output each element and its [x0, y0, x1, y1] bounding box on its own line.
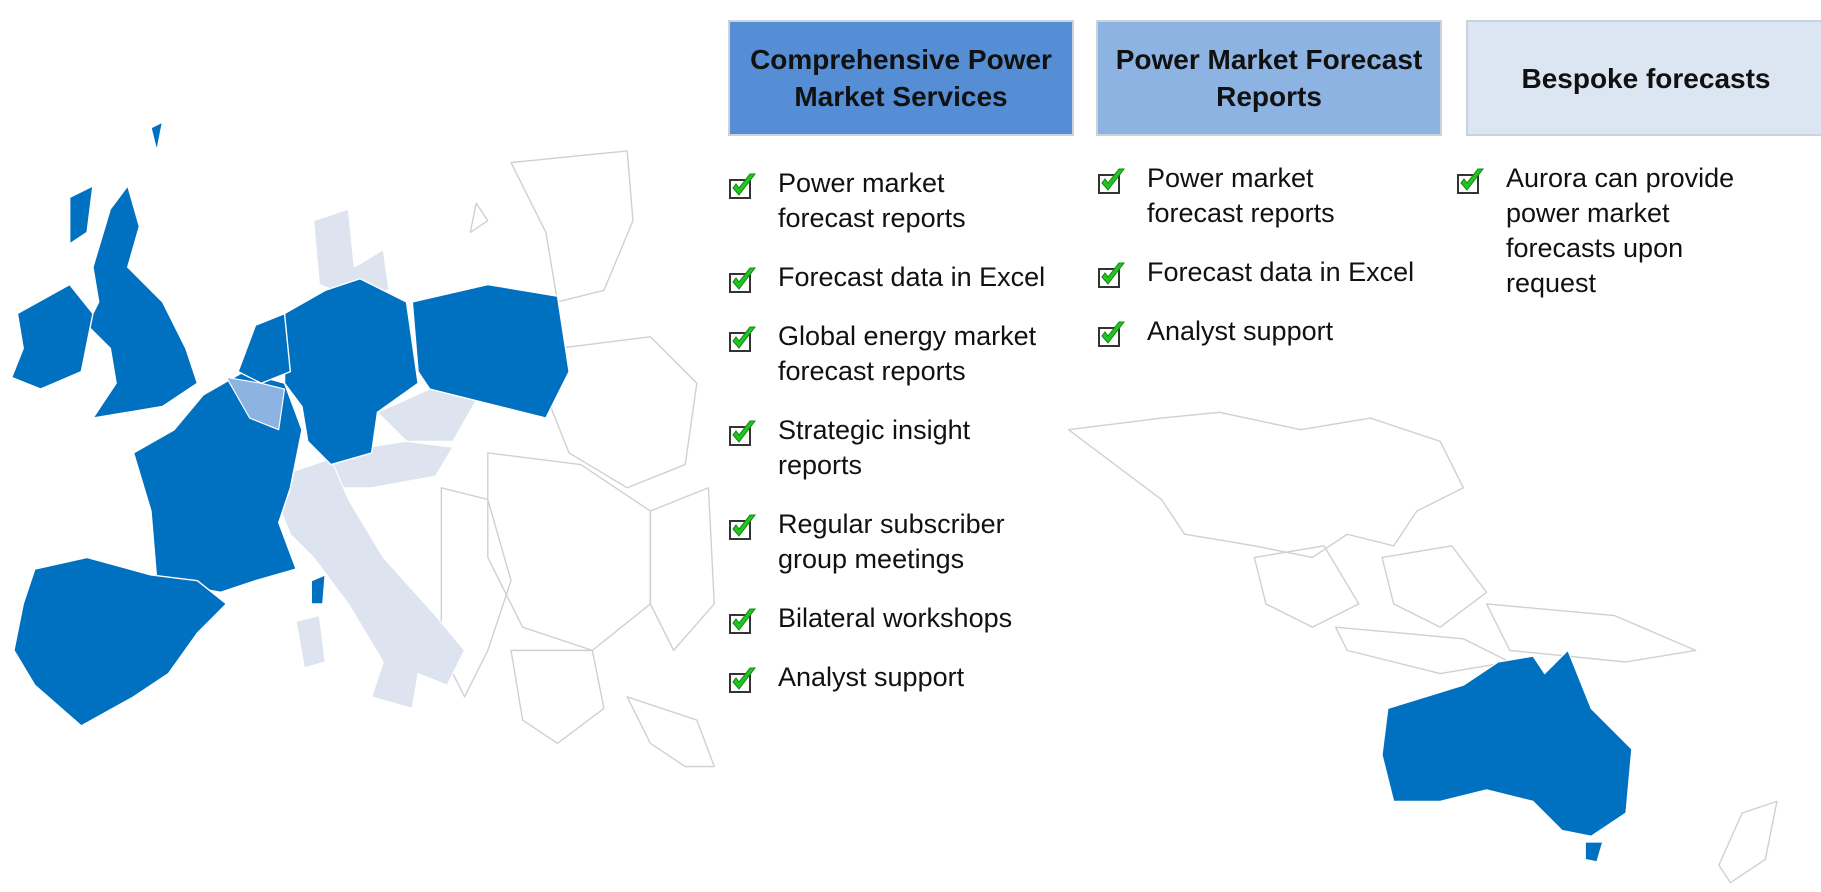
feature-list: Aurora can provide power market forecasts …: [1456, 161, 1734, 301]
check-icon: [1457, 168, 1485, 194]
feature-text: Analyst support: [778, 660, 964, 695]
text-line: power market: [1506, 198, 1670, 228]
feature-text: Forecast data in Excel: [778, 260, 1045, 295]
check-icon: [729, 267, 757, 293]
text-line: forecast reports: [778, 356, 966, 386]
feature-text: Aurora can provide power market forecasts …: [1506, 161, 1734, 301]
text-line: Bilateral workshops: [778, 603, 1013, 633]
text-line: forecast reports: [778, 203, 966, 233]
feature-text: Analyst support: [1147, 314, 1333, 349]
text-line: group meetings: [778, 544, 965, 574]
feature-text: Strategic insight reports: [778, 413, 970, 483]
column-header: Bespoke forecasts: [1466, 20, 1821, 136]
feature-item: Strategic insight reports: [728, 413, 1045, 483]
check-icon: [729, 514, 757, 540]
text-line: Power market: [778, 168, 945, 198]
text-line: Strategic insight: [778, 415, 971, 445]
check-icon: [729, 326, 757, 352]
text-line: reports: [778, 450, 863, 480]
feature-text: Forecast data in Excel: [1147, 255, 1414, 290]
column-header: Power Market Forecast Reports: [1096, 20, 1442, 136]
feature-item: Power market forecast reports: [1097, 161, 1414, 231]
text-line: Regular subscriber: [778, 509, 1005, 539]
feature-list: Power market forecast reports Forecast dat…: [728, 166, 1045, 695]
check-icon: [1098, 262, 1126, 288]
feature-list: Power market forecast reports Forecast dat…: [1097, 161, 1414, 349]
feature-item: Bilateral workshops: [728, 601, 1045, 636]
text-line: Power market: [1147, 163, 1314, 193]
feature-text: Power market forecast reports: [778, 166, 966, 236]
column-header: Comprehensive Power Market Services: [728, 20, 1074, 136]
text-line: Forecast data in Excel: [1147, 257, 1415, 287]
feature-text: Regular subscriber group meetings: [778, 507, 1005, 577]
australia: [1381, 649, 1633, 863]
check-icon: [729, 667, 757, 693]
feature-item: Aurora can provide power market forecasts …: [1456, 161, 1734, 301]
feature-item: Global energy market forecast reports: [728, 319, 1045, 389]
check-icon: [729, 608, 757, 634]
check-icon: [1098, 168, 1126, 194]
europe-blue: [10, 121, 570, 727]
feature-item: Forecast data in Excel: [728, 260, 1045, 295]
feature-item: Power market forecast reports: [728, 166, 1045, 236]
check-icon: [1098, 321, 1126, 347]
feature-item: Regular subscriber group meetings: [728, 507, 1045, 577]
text-line: Aurora can provide: [1506, 163, 1735, 193]
europe-outlines: [440, 150, 715, 768]
feature-item: Analyst support: [1097, 314, 1414, 349]
text-line: Forecast data in Excel: [778, 262, 1046, 292]
text-line: Global energy market: [778, 321, 1037, 351]
belgium: [225, 376, 286, 431]
feature-text: Bilateral workshops: [778, 601, 1012, 636]
feature-text: Power market forecast reports: [1147, 161, 1335, 231]
text-line: Analyst support: [1147, 316, 1334, 346]
text-line: forecasts upon: [1506, 233, 1684, 263]
text-line: request: [1506, 268, 1597, 298]
check-icon: [729, 420, 757, 446]
feature-text: Global energy market forecast reports: [778, 319, 1036, 389]
feature-item: Forecast data in Excel: [1097, 255, 1414, 290]
asia-outlines: [1067, 411, 1778, 884]
feature-item: Analyst support: [728, 660, 1045, 695]
text-line: Analyst support: [778, 662, 965, 692]
text-line: forecast reports: [1147, 198, 1335, 228]
europe-light: [275, 208, 477, 710]
check-icon: [729, 173, 757, 199]
